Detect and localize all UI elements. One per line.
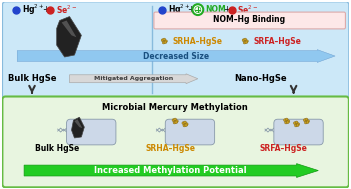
Circle shape xyxy=(286,121,289,124)
Circle shape xyxy=(195,7,201,13)
Circle shape xyxy=(164,41,167,44)
Circle shape xyxy=(307,120,310,122)
Circle shape xyxy=(244,38,247,41)
Circle shape xyxy=(285,118,288,121)
Circle shape xyxy=(175,121,178,124)
Circle shape xyxy=(293,122,296,125)
Circle shape xyxy=(172,119,175,122)
Circle shape xyxy=(242,39,245,42)
Text: Microbial Mercury Methylation: Microbial Mercury Methylation xyxy=(102,103,248,112)
Circle shape xyxy=(284,119,286,122)
Text: SRFA–HgSe: SRFA–HgSe xyxy=(260,144,308,153)
Circle shape xyxy=(163,38,166,41)
Circle shape xyxy=(245,41,248,44)
Circle shape xyxy=(165,40,167,43)
Circle shape xyxy=(294,124,297,127)
Text: Bulk HgSe: Bulk HgSe xyxy=(8,74,56,83)
Text: +: + xyxy=(42,5,49,14)
Text: NOM: NOM xyxy=(206,5,226,14)
Circle shape xyxy=(185,123,188,125)
Polygon shape xyxy=(62,20,77,37)
Circle shape xyxy=(243,41,246,44)
Circle shape xyxy=(287,120,290,122)
Text: Se$^{2-}$: Se$^{2-}$ xyxy=(56,3,77,16)
Text: Bulk HgSe: Bulk HgSe xyxy=(34,144,79,153)
Text: NOM–Hg Binding: NOM–Hg Binding xyxy=(213,15,285,25)
Text: +: + xyxy=(187,5,194,14)
FancyBboxPatch shape xyxy=(165,119,214,145)
FancyArrow shape xyxy=(24,164,318,177)
FancyBboxPatch shape xyxy=(2,97,349,187)
Circle shape xyxy=(304,121,307,124)
FancyArrow shape xyxy=(17,50,335,62)
FancyBboxPatch shape xyxy=(274,119,323,145)
Circle shape xyxy=(161,39,164,42)
Text: Mitigated Aggregation: Mitigated Aggregation xyxy=(94,76,173,81)
FancyBboxPatch shape xyxy=(154,12,345,29)
Polygon shape xyxy=(57,17,81,57)
Text: Nano-HgSe: Nano-HgSe xyxy=(235,74,287,83)
Text: Hg$^{2+}$: Hg$^{2+}$ xyxy=(22,2,45,17)
FancyBboxPatch shape xyxy=(67,119,116,145)
FancyBboxPatch shape xyxy=(2,2,349,99)
Polygon shape xyxy=(74,119,82,128)
Text: SRHA–HgSe: SRHA–HgSe xyxy=(172,37,222,46)
Text: +: + xyxy=(224,5,230,14)
FancyArrow shape xyxy=(69,74,198,84)
Text: SRHA–HgSe: SRHA–HgSe xyxy=(145,144,195,153)
Circle shape xyxy=(174,118,177,121)
Circle shape xyxy=(246,40,249,43)
Circle shape xyxy=(295,121,298,124)
Text: Decreased Size: Decreased Size xyxy=(143,52,209,60)
Circle shape xyxy=(192,4,203,15)
Text: Hg$^{2+}$: Hg$^{2+}$ xyxy=(168,2,191,17)
Circle shape xyxy=(306,121,309,124)
Circle shape xyxy=(183,124,186,127)
Circle shape xyxy=(296,124,299,127)
Circle shape xyxy=(303,119,306,122)
Circle shape xyxy=(182,122,185,125)
Circle shape xyxy=(184,121,186,124)
Circle shape xyxy=(173,121,176,124)
Circle shape xyxy=(305,118,308,121)
Text: Se$^{2-}$: Se$^{2-}$ xyxy=(237,3,258,16)
Text: SRFA–HgSe: SRFA–HgSe xyxy=(253,37,301,46)
Text: Increased Methylation Potential: Increased Methylation Potential xyxy=(94,166,246,175)
Circle shape xyxy=(297,123,300,125)
Circle shape xyxy=(285,121,287,124)
Circle shape xyxy=(185,124,187,127)
Circle shape xyxy=(162,41,165,44)
Polygon shape xyxy=(72,117,84,138)
Circle shape xyxy=(176,120,178,122)
